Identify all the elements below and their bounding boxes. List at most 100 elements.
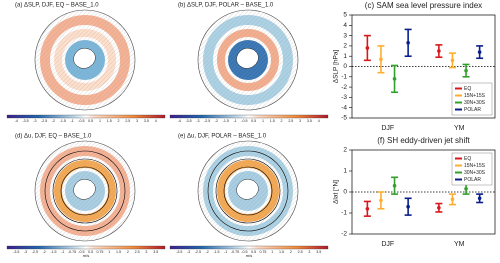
colorbar-tick-label: 2 <box>281 119 283 123</box>
error-bar <box>391 176 399 195</box>
map-title: (d) Δu, DJF, EQ – BASE_1.0 <box>15 134 92 140</box>
legend-label: 15N+15S <box>464 93 486 99</box>
y-tick-label: -3 <box>341 94 347 101</box>
colorbar-tick-label: -0.5 <box>78 250 84 254</box>
y-tick-label: -4 <box>341 104 347 111</box>
y-axis-label: ΔSLP [hPa] <box>333 50 340 84</box>
colorbar-tick-label: 3.5 <box>153 250 158 254</box>
contour <box>207 150 289 232</box>
colorbar-tick-label: -4 <box>178 119 181 123</box>
y-tick-label: -1 <box>341 210 347 217</box>
colorbar-tick-label: 1.5 <box>116 250 121 254</box>
marker <box>437 49 441 53</box>
colorbar-tick-label: -3 <box>196 119 199 123</box>
legend-label: 15N+15S <box>464 163 486 169</box>
colorbar-tick-label: -3.5 <box>22 119 28 123</box>
colorbar-tick-label: 2 <box>127 250 129 254</box>
error-bar <box>377 45 385 74</box>
contour <box>44 150 126 232</box>
error-bar <box>476 45 484 60</box>
colorbar-tick-label: 3 <box>145 250 147 254</box>
y-tick-label: 1 <box>343 53 347 60</box>
colorbar-tick-label: -1 <box>233 119 236 123</box>
error-bar <box>377 191 385 210</box>
colorbar-tick-label: -2 <box>43 250 46 254</box>
colorbar-tick-label: 1.5 <box>279 250 284 254</box>
marker <box>392 183 397 188</box>
y-tick-label: 0 <box>343 63 347 70</box>
colorbar-tick-label: 1 <box>262 119 264 123</box>
colorbar-tick-label: -3 <box>33 119 36 123</box>
y-tick-label: 5 <box>343 12 347 19</box>
marker <box>450 58 455 63</box>
error-bar <box>363 200 371 217</box>
colorbar-tick-label: -2 <box>206 250 209 254</box>
colorbar-tick-label: -3.5 <box>13 250 19 254</box>
map-title: (a) ΔSLP, DJF, EQ – BASE_1.0 <box>15 3 99 9</box>
colorbar-tick-label: 1.5 <box>270 119 275 123</box>
antarctica <box>73 47 96 69</box>
colorbar-tick-label: -2.5 <box>41 119 47 123</box>
colorbar-tick-label: 2.5 <box>125 119 130 123</box>
colorbar-tick-label: 1.5 <box>107 119 112 123</box>
y-tick-label: 0 <box>343 189 347 196</box>
legend-label: 30N+30S <box>464 100 486 106</box>
marker <box>464 68 468 73</box>
y-tick-label: -2 <box>341 84 347 91</box>
contour <box>60 166 110 216</box>
colorbar-tick-label: 3.5 <box>307 119 312 123</box>
colorbar-tick-label: 0.75 <box>96 250 103 254</box>
colorbar-tick-label: -0.75 <box>68 250 76 254</box>
colorbar-tick-label: -2.5 <box>32 250 38 254</box>
legend-label: POLAR <box>464 177 481 183</box>
colorbar-tick-label: -1.5 <box>60 119 66 123</box>
error-bar <box>391 64 399 94</box>
marker <box>406 41 410 45</box>
colorbar-tick-label: -2.5 <box>204 119 210 123</box>
colorbar-tick-label: -1 <box>61 250 64 254</box>
marker <box>464 187 468 191</box>
y-axis-label: Δlat [°N] <box>332 180 340 204</box>
y-tick-label: 1 <box>343 168 347 175</box>
legend-label: EQ <box>464 86 471 92</box>
colorbar-tick-label: 2.5 <box>135 250 140 254</box>
colorbar-tick-label: -2 <box>52 119 55 123</box>
colorbar-tick-label: -0.5 <box>241 250 247 254</box>
colorbar-tick-label: -3.5 <box>185 119 191 123</box>
marker <box>379 198 383 203</box>
legend-label: POLAR <box>464 107 481 113</box>
x-tick-label: DJF <box>381 125 394 132</box>
marker <box>450 197 455 202</box>
colorbar <box>169 114 329 119</box>
error-bar <box>404 197 412 216</box>
marker <box>392 77 397 81</box>
colorbar-tick-label: -0.5 <box>241 119 247 123</box>
chart-title: (c) SAM sea level pressure index <box>365 1 482 10</box>
colorbar-tick-label: -1 <box>70 119 73 123</box>
colorbar-tick-label: -3 <box>187 250 190 254</box>
x-tick-label: DJF <box>381 241 394 248</box>
colorbar-tick-label: 2 <box>290 250 292 254</box>
colorbar-tick-label: -3 <box>24 250 27 254</box>
marker <box>437 205 441 210</box>
chart-title: (f) SH eddy-driven jet shift <box>377 136 470 145</box>
y-tick-label: 3 <box>343 32 347 39</box>
colorbar-unit: m/s <box>246 253 252 258</box>
colorbar-tick-label: 2 <box>118 119 120 123</box>
y-tick-label: -1 <box>341 74 347 81</box>
marker <box>379 57 383 62</box>
colorbar-tick-label: 2.5 <box>298 250 303 254</box>
y-tick-label: 4 <box>343 22 347 29</box>
colorbar-tick-label: -0.75 <box>231 250 239 254</box>
colorbar-tick-label: -2 <box>215 119 218 123</box>
marker <box>477 196 482 201</box>
colorbar-tick-label: -2.5 <box>195 250 201 254</box>
marker <box>406 204 410 209</box>
colorbar <box>6 245 166 250</box>
map-title: (b) ΔSLP, DJF, POLAR – BASE_1.0 <box>178 3 274 9</box>
colorbar <box>169 245 329 250</box>
marker <box>365 46 370 50</box>
y-tick-label: -5 <box>341 115 347 122</box>
